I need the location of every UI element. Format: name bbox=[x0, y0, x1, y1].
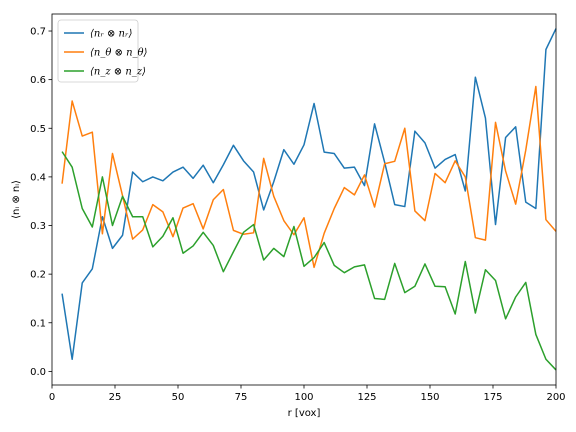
legend-box bbox=[57, 19, 139, 83]
x-axis: 0 25 50 75 100 125 150 175 200 bbox=[49, 385, 566, 403]
legend-label: ⟨n_θ ⊗ n_θ⟩ bbox=[90, 48, 148, 59]
y-tick-label: 0.4 bbox=[30, 172, 46, 183]
x-tick-label: 100 bbox=[294, 392, 313, 403]
x-tick-label: 50 bbox=[172, 392, 185, 403]
x-tick-label: 175 bbox=[483, 392, 502, 403]
x-axis-label: r [vox] bbox=[288, 408, 321, 419]
x-tick-label: 75 bbox=[235, 392, 248, 403]
legend-label: ⟨n_z ⊗ n_z⟩ bbox=[90, 67, 146, 78]
y-tick-label: 0.7 bbox=[30, 27, 46, 38]
legend-label: ⟨nᵣ ⊗ nᵣ⟩ bbox=[90, 29, 132, 40]
x-tick-label: 0 bbox=[49, 392, 55, 403]
series-line-3 bbox=[61, 151, 557, 371]
series-lines bbox=[61, 28, 557, 371]
series-line-2 bbox=[61, 85, 557, 269]
y-axis-label: ⟨nᵢ ⊗ nᵢ⟩ bbox=[11, 180, 22, 219]
x-tick-label: 25 bbox=[109, 392, 122, 403]
y-axis: 0.0 0.1 0.2 0.3 0.4 0.5 0.6 0.7 bbox=[30, 27, 52, 378]
x-tick-label: 125 bbox=[357, 392, 376, 403]
legend: ⟨nᵣ ⊗ nᵣ⟩ ⟨n_θ ⊗ n_θ⟩ ⟨n_z ⊗ n_z⟩ bbox=[57, 19, 148, 83]
x-tick-label: 150 bbox=[420, 392, 439, 403]
y-tick-label: 0.2 bbox=[30, 270, 46, 281]
y-tick-label: 0.1 bbox=[30, 318, 46, 329]
y-tick-label: 0.6 bbox=[30, 75, 46, 86]
y-tick-label: 0.5 bbox=[30, 124, 46, 135]
y-tick-label: 0.3 bbox=[30, 221, 46, 232]
series-line-1 bbox=[61, 28, 557, 360]
x-tick-label: 200 bbox=[546, 392, 565, 403]
y-tick-label: 0.0 bbox=[30, 367, 46, 378]
